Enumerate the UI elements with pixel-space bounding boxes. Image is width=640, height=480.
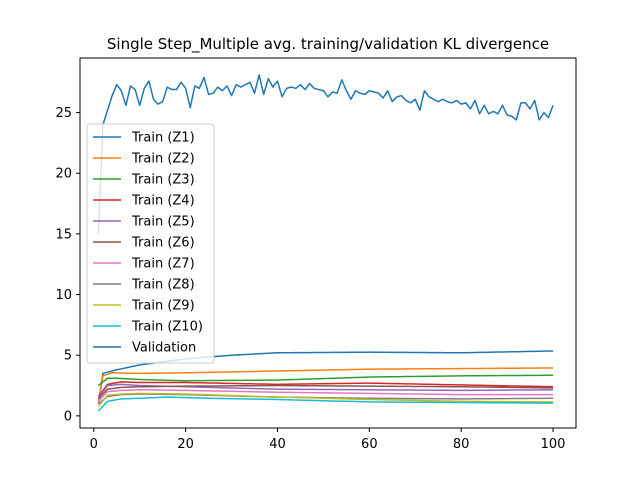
series-line-train-z7 [97,389,554,402]
y-tick-label: 25 [55,106,72,121]
legend-label: Train (Z5) [131,215,195,230]
legend-label: Train (Z4) [131,194,195,209]
legend-label: Train (Z6) [131,236,195,251]
x-tick-label: 80 [453,437,470,452]
x-tick-label: 100 [541,437,566,452]
legend: Train (Z1) Train (Z2) Train (Z3) Train (Z4)… [86,123,215,364]
plot-frame [79,57,577,429]
series-line-train-z2 [97,367,554,404]
legend-box [86,123,215,364]
legend-label: Train (Z10) [131,320,203,335]
x-tick-label: 40 [269,437,286,452]
legend-label: Train (Z7) [131,257,195,272]
series-layer [97,74,554,412]
y-tick-label: 20 [55,167,72,182]
series-line-train-z3 [97,374,554,387]
y-axis: 0 5 10 15 20 25 [55,106,80,424]
series-line-train-z9 [97,392,554,407]
x-axis: 0 20 40 60 80 100 [90,428,566,452]
legend-label: Train (Z3) [131,173,195,188]
y-tick-label: 15 [55,227,72,242]
x-tick-label: 0 [90,437,98,452]
y-tick-label: 10 [55,288,72,303]
series-line-validation [97,74,554,234]
x-tick-label: 20 [177,437,194,452]
legend-label: Train (Z9) [131,299,195,314]
chart-title: Single Step_Multiple avg. training/valid… [107,35,549,54]
legend-label: Train (Z2) [131,152,195,167]
legend-label: Validation [132,341,196,356]
series-line-train-z4 [97,381,554,397]
x-tick-label: 60 [361,437,378,452]
legend-label: Train (Z1) [131,131,195,146]
y-tick-label: 0 [64,409,72,424]
series-line-train-z10 [97,396,554,412]
series-line-train-z6 [97,384,554,400]
y-tick-label: 5 [64,349,72,364]
legend-label: Train (Z8) [131,278,195,293]
